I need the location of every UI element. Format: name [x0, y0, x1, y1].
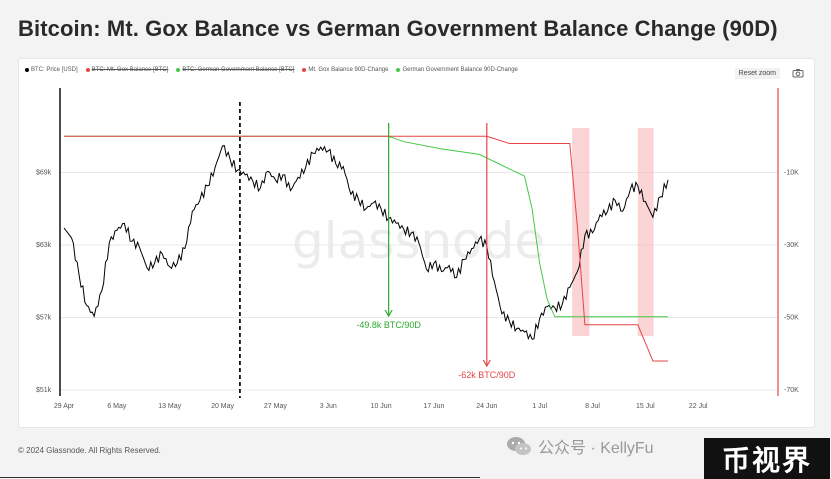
y-right-tick-label: -50K — [784, 315, 799, 322]
y-right-tick-label: -70K — [784, 387, 799, 394]
legend-label: BTC: German Government Balance [BTC] — [182, 67, 295, 73]
mtgox-arrow-head — [482, 359, 491, 368]
german-gov-change-line — [64, 135, 668, 318]
wechat-watermark: 公众号 · KellyFu — [506, 434, 654, 458]
wechat-icon — [507, 437, 531, 455]
legend-dot-icon — [396, 68, 401, 72]
copyright-text: © 2024 Glassnode. All Rights Reserved. — [18, 446, 161, 455]
mtgox-annotation: -62k BTC/90D — [458, 370, 516, 380]
x-tick-label: 22 Jul — [689, 403, 708, 410]
x-tick-label: 13 May — [158, 403, 181, 410]
y-left-tick-label: $51k — [36, 387, 52, 394]
highlight-band — [572, 128, 590, 336]
x-tick-label: 20 May — [211, 403, 234, 410]
legend-dot-icon — [176, 68, 181, 72]
legend-label: Mt. Gox Balance 90D-Change — [308, 67, 389, 73]
chart-title: Bitcoin: Mt. Gox Balance vs German Gover… — [18, 16, 778, 41]
legend-label: German Government Balance 90D-Change — [402, 67, 518, 73]
german-gov-arrow-head — [384, 309, 393, 318]
legend-item[interactable]: BTC: Price [USD] — [25, 67, 78, 73]
legend-item[interactable]: German Government Balance 90D-Change — [396, 67, 518, 73]
btc-price-line — [63, 145, 669, 341]
y-right-tick-label: -30K — [784, 242, 799, 249]
x-tick-label: 17 Jun — [423, 403, 444, 410]
y-left-tick-label: $63k — [36, 242, 52, 249]
x-tick-label: 6 May — [107, 403, 127, 410]
x-tick-label: 3 Jun — [320, 403, 337, 410]
x-tick-label: 1 Jul — [532, 403, 547, 410]
x-tick-label: 29 Apr — [54, 403, 75, 410]
site-logo: 币视界 — [704, 438, 830, 479]
x-tick-label: 27 May — [264, 403, 287, 410]
legend-label: BTC: Price [USD] — [31, 67, 78, 73]
y-right-tick-label: -10K — [784, 170, 799, 177]
x-tick-label: 8 Jul — [585, 403, 600, 410]
highlight-band — [637, 128, 654, 336]
legend-dot-icon — [25, 68, 29, 72]
reset-zoom-button[interactable]: Reset zoom — [734, 68, 780, 79]
legend-item[interactable]: BTC: Mt. Gox Balance [BTC] — [85, 67, 169, 73]
x-tick-label: 24 Jun — [476, 403, 497, 410]
y-left-tick-label: $57k — [36, 315, 52, 322]
chart-panel: BTC: Price [USD] BTC: Mt. Gox Balance [BT… — [18, 58, 815, 428]
legend-item[interactable]: Mt. Gox Balance 90D-Change — [302, 67, 388, 73]
y-left-tick-label: $69k — [36, 170, 52, 177]
legend-item[interactable]: BTC: German Government Balance [BTC] — [176, 67, 294, 73]
german-gov-annotation: -49.8k BTC/90D — [356, 320, 421, 330]
bottom-divider — [0, 477, 480, 478]
legend-label: BTC: Mt. Gox Balance [BTC] — [91, 67, 169, 73]
x-tick-label: 15 Jul — [636, 403, 655, 410]
x-tick-label: 10 Jun — [371, 403, 392, 410]
camera-icon[interactable] — [792, 68, 804, 78]
mtgox-change-line — [64, 135, 668, 362]
legend-dot-icon — [302, 68, 307, 72]
chart-legend: BTC: Price [USD] BTC: Mt. Gox Balance [BT… — [25, 67, 518, 73]
legend-dot-icon — [85, 68, 90, 72]
wechat-account-text: 公众号 · KellyFu — [538, 440, 654, 457]
